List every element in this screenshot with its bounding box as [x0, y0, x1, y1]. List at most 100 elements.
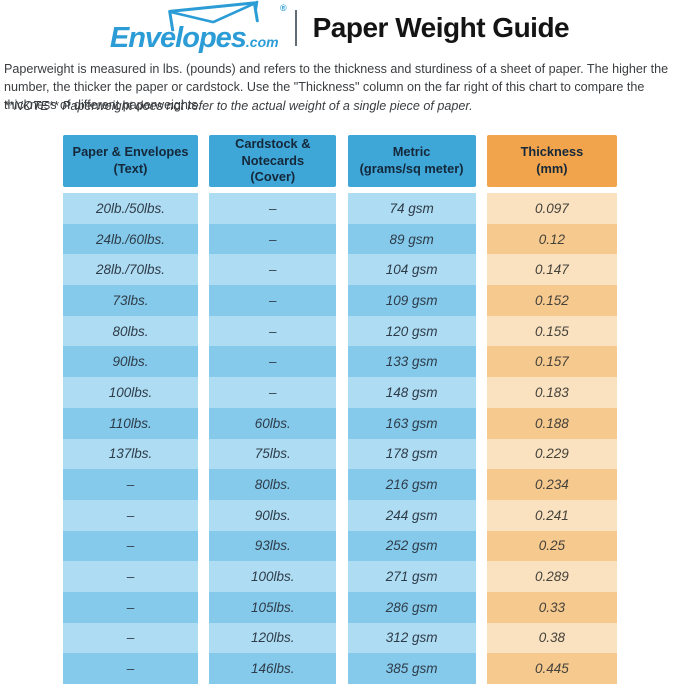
table-cell: 89 gsm — [347, 223, 476, 255]
column-header-metric: Metric (grams/sq meter) — [347, 135, 476, 187]
table-cell: 120lbs. — [209, 622, 337, 654]
table-cell: 0.155 — [486, 315, 617, 347]
table-cell: 80lbs. — [209, 469, 337, 500]
table-cell: 74 gsm — [347, 193, 476, 224]
table-cell: 0.38 — [486, 622, 617, 654]
table-header-row: Paper & Envelopes (Text) Cardstock & Not… — [63, 135, 617, 187]
table-cell: 104 gsm — [347, 254, 476, 286]
table-row: 20lb./50lbs. –74 gsm 0.097 — [63, 193, 617, 224]
table-cell: 0.12 — [486, 223, 617, 255]
table-cell: – — [209, 315, 337, 347]
table-cell: 100lbs. — [63, 377, 198, 408]
table-row: –146lbs. 385 gsm 0.445 — [63, 653, 617, 684]
table-cell: 385 gsm — [347, 653, 476, 684]
logo-wordmark: Envelopes.com — [110, 24, 279, 53]
table-cell: 120 gsm — [347, 315, 476, 347]
table-cell: 90lbs. — [63, 346, 198, 378]
table-cell: 0.157 — [486, 346, 617, 378]
registered-trademark: ® — [279, 3, 287, 13]
table-cell: 286 gsm — [347, 591, 476, 623]
table-cell: 0.152 — [486, 285, 617, 316]
page-title: Paper Weight Guide — [312, 12, 570, 43]
table-cell: 93lbs. — [209, 530, 337, 562]
table-cell: 0.445 — [486, 653, 617, 684]
table-cell: – — [63, 469, 198, 500]
table-cell: 0.33 — [486, 591, 617, 623]
table-cell: – — [209, 285, 337, 316]
table-cell: 0.183 — [486, 377, 617, 408]
column-header-label: Thickness — [520, 144, 584, 160]
table-cell: 100lbs. — [209, 561, 337, 592]
table-cell: 80lbs. — [63, 315, 198, 347]
table-cell: – — [209, 377, 337, 408]
table-row: 24lb./60lbs. –89 gsm 0.12 — [63, 223, 617, 255]
table-cell: 60lbs. — [209, 407, 337, 439]
column-header-thickness: Thickness (mm) — [486, 135, 617, 187]
column-header-sub: (mm) — [536, 161, 568, 176]
table-cell: 90lbs. — [209, 499, 337, 531]
table-cell: 244 gsm — [347, 499, 476, 531]
header-bar: ® Envelopes.com Paper Weight Guide — [0, 0, 679, 56]
table-row: 73lbs. –109 gsm 0.152 — [63, 285, 617, 316]
table-cell: – — [63, 499, 198, 531]
table-cell: – — [63, 530, 198, 562]
logo-wordmark-main: Envelopes — [109, 22, 247, 54]
column-header-label: Paper & Envelopes — [72, 144, 189, 160]
table-cell: 20lb./50lbs. — [63, 193, 198, 224]
logo-wordmark-com: .com — [245, 34, 279, 50]
table-cell: 271 gsm — [347, 561, 476, 592]
table-cell: 0.147 — [486, 254, 617, 286]
table-cell: 148 gsm — [347, 377, 476, 408]
table-row: 110lbs. 60lbs. 163 gsm 0.188 — [63, 407, 617, 439]
column-header-label: Cardstock & Notecards — [235, 135, 311, 168]
table-cell: – — [63, 561, 198, 592]
table-cell: 163 gsm — [347, 407, 476, 439]
table-row: 137lbs. 75lbs. 178 gsm 0.229 — [63, 438, 617, 470]
table-cell: 110lbs. — [63, 407, 198, 439]
table-row: 80lbs. –120 gsm 0.155 — [63, 315, 617, 347]
table-cell: 73lbs. — [63, 285, 198, 316]
table-row: –93lbs. 252 gsm 0.25 — [63, 530, 617, 562]
table-cell: 312 gsm — [347, 622, 476, 654]
table-row: –105lbs. 286 gsm 0.33 — [63, 591, 617, 623]
note-line: **NOTE** Paperweight does not refer to t… — [4, 99, 473, 113]
table-cell: 133 gsm — [347, 346, 476, 378]
table-cell: – — [209, 346, 337, 378]
table-cell: 252 gsm — [347, 530, 476, 562]
table-cell: 146lbs. — [209, 653, 337, 684]
table-row: –100lbs. 271 gsm 0.289 — [63, 561, 617, 592]
table-cell: 216 gsm — [347, 469, 476, 500]
envelopes-logo: ® Envelopes.com — [110, 0, 287, 53]
table-body: 20lb./50lbs. –74 gsm 0.097 24lb./60lbs. –89 … — [63, 193, 617, 684]
table-cell: – — [63, 591, 198, 623]
table-cell: – — [63, 653, 198, 684]
header-divider — [294, 10, 297, 46]
table-row: –90lbs. 244 gsm 0.241 — [63, 499, 617, 531]
table-cell: 0.097 — [486, 193, 617, 224]
table-cell: 178 gsm — [347, 438, 476, 470]
column-header-sub: (Text) — [113, 161, 148, 176]
table-cell: – — [209, 193, 337, 224]
column-header-sub: (grams/sq meter) — [359, 161, 464, 176]
table-cell: 0.25 — [486, 530, 617, 562]
table-row: –120lbs. 312 gsm 0.38 — [63, 622, 617, 654]
table-row: –80lbs. 216 gsm 0.234 — [63, 469, 617, 500]
column-header-paper-envelopes: Paper & Envelopes (Text) — [63, 135, 198, 187]
table-cell: 0.289 — [486, 561, 617, 592]
table-cell: 105lbs. — [209, 591, 337, 623]
envelope-icon — [168, 0, 259, 32]
table-cell: – — [63, 622, 198, 654]
table-row: 100lbs. –148 gsm 0.183 — [63, 377, 617, 408]
table-cell: 75lbs. — [209, 438, 337, 470]
table-cell: – — [209, 223, 337, 255]
intro-paragraph: Paperweight is measured in lbs. (pounds)… — [4, 62, 669, 112]
table-cell: 0.188 — [486, 407, 617, 439]
table-cell: 0.241 — [486, 499, 617, 531]
table-cell: 0.229 — [486, 438, 617, 470]
table-cell: 109 gsm — [347, 285, 476, 316]
column-header-label: Metric — [392, 144, 431, 160]
table-cell: 137lbs. — [63, 438, 198, 470]
table-row: 90lbs. –133 gsm 0.157 — [63, 346, 617, 378]
table-cell: 24lb./60lbs. — [63, 223, 198, 255]
table-cell: 28lb./70lbs. — [63, 254, 198, 286]
